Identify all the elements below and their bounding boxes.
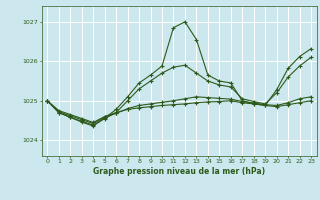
X-axis label: Graphe pression niveau de la mer (hPa): Graphe pression niveau de la mer (hPa) (93, 167, 265, 176)
